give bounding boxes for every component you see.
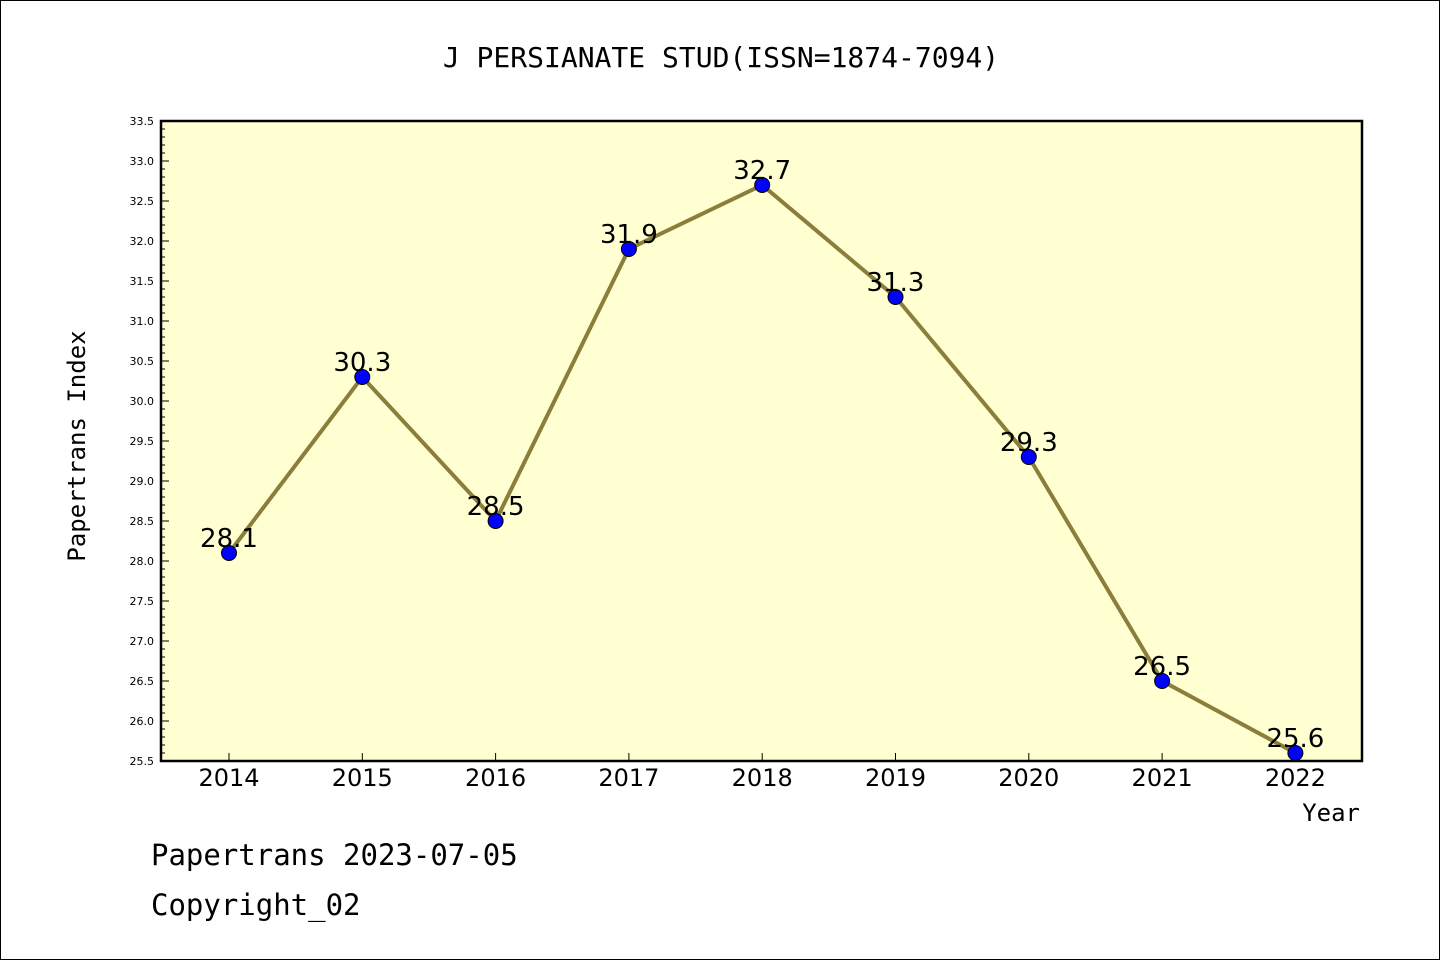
data-label: 28.1 bbox=[200, 524, 258, 554]
data-point bbox=[887, 289, 904, 305]
y-tick-label: 33.5 bbox=[130, 115, 155, 128]
data-point bbox=[487, 513, 504, 529]
footer-copyright: Copyright_02 bbox=[151, 888, 361, 923]
data-label: 29.3 bbox=[1000, 428, 1058, 458]
data-point bbox=[620, 241, 637, 257]
y-tick-label: 26.5 bbox=[130, 675, 155, 688]
y-tick-label: 30.5 bbox=[130, 355, 155, 368]
x-tick-label: 2014 bbox=[198, 764, 259, 792]
data-label: 28.5 bbox=[467, 492, 525, 522]
x-tick-label: 2020 bbox=[998, 764, 1059, 792]
footer-date: Papertrans 2023-07-05 bbox=[151, 838, 518, 872]
y-tick-label: 32.5 bbox=[130, 195, 155, 208]
plot-area bbox=[159, 119, 1364, 763]
data-point bbox=[1287, 745, 1304, 761]
y-tick-label: 29.5 bbox=[130, 435, 155, 448]
y-axis-label: Papertrans Index bbox=[63, 330, 91, 561]
data-point bbox=[1020, 449, 1037, 465]
y-tick-label: 33.0 bbox=[130, 155, 155, 168]
y-tick-label: 28.5 bbox=[130, 515, 155, 528]
data-labels-group: 28.1 30.3 28.5 31.9 32.7 31.3 29.3 26.5 25.6 bbox=[200, 156, 1324, 754]
x-tick-label: 2016 bbox=[465, 764, 526, 792]
data-point bbox=[1154, 673, 1171, 689]
y-tick-label: 29.0 bbox=[130, 475, 155, 488]
data-point bbox=[354, 369, 371, 385]
data-label: 31.3 bbox=[867, 268, 925, 298]
x-tick-label: 2021 bbox=[1132, 764, 1193, 792]
x-tick-label: 2017 bbox=[598, 764, 659, 792]
data-point bbox=[754, 177, 771, 193]
y-tick-label: 31.0 bbox=[130, 315, 155, 328]
y-tick-label: 26.0 bbox=[130, 715, 155, 728]
data-label: 26.5 bbox=[1133, 652, 1191, 682]
data-label: 32.7 bbox=[733, 156, 791, 186]
y-tick-label: 27.0 bbox=[130, 635, 155, 648]
series-group bbox=[221, 177, 1304, 761]
x-tick-label: 2015 bbox=[332, 764, 393, 792]
chart-title: J PERSIANATE STUD(ISSN=1874-7094) bbox=[443, 41, 999, 74]
y-tick-label: 27.5 bbox=[130, 595, 155, 608]
data-point bbox=[221, 545, 237, 561]
data-label: 30.3 bbox=[333, 348, 391, 378]
x-axis-label: Year bbox=[1302, 799, 1360, 827]
x-axis-ticks: 2014 2015 2016 2017 2018 2019 2020 2021 2022 bbox=[198, 753, 1326, 792]
x-tick-label: 2019 bbox=[865, 764, 926, 792]
y-axis-ticks: 25.5 26.0 26.5 27.0 27.5 28.0 28.5 29.0 29.5 30.0… bbox=[130, 115, 169, 768]
y-tick-label: 30.0 bbox=[130, 395, 155, 408]
x-tick-label: 2022 bbox=[1265, 764, 1326, 792]
y-tick-label: 28.0 bbox=[130, 555, 155, 568]
x-tick-label: 2018 bbox=[732, 764, 793, 792]
y-tick-label: 25.5 bbox=[130, 755, 155, 768]
y-tick-label: 31.5 bbox=[130, 275, 155, 288]
y-tick-label: 32.0 bbox=[130, 235, 155, 248]
data-label: 25.6 bbox=[1266, 724, 1324, 754]
data-label: 31.9 bbox=[600, 220, 658, 250]
